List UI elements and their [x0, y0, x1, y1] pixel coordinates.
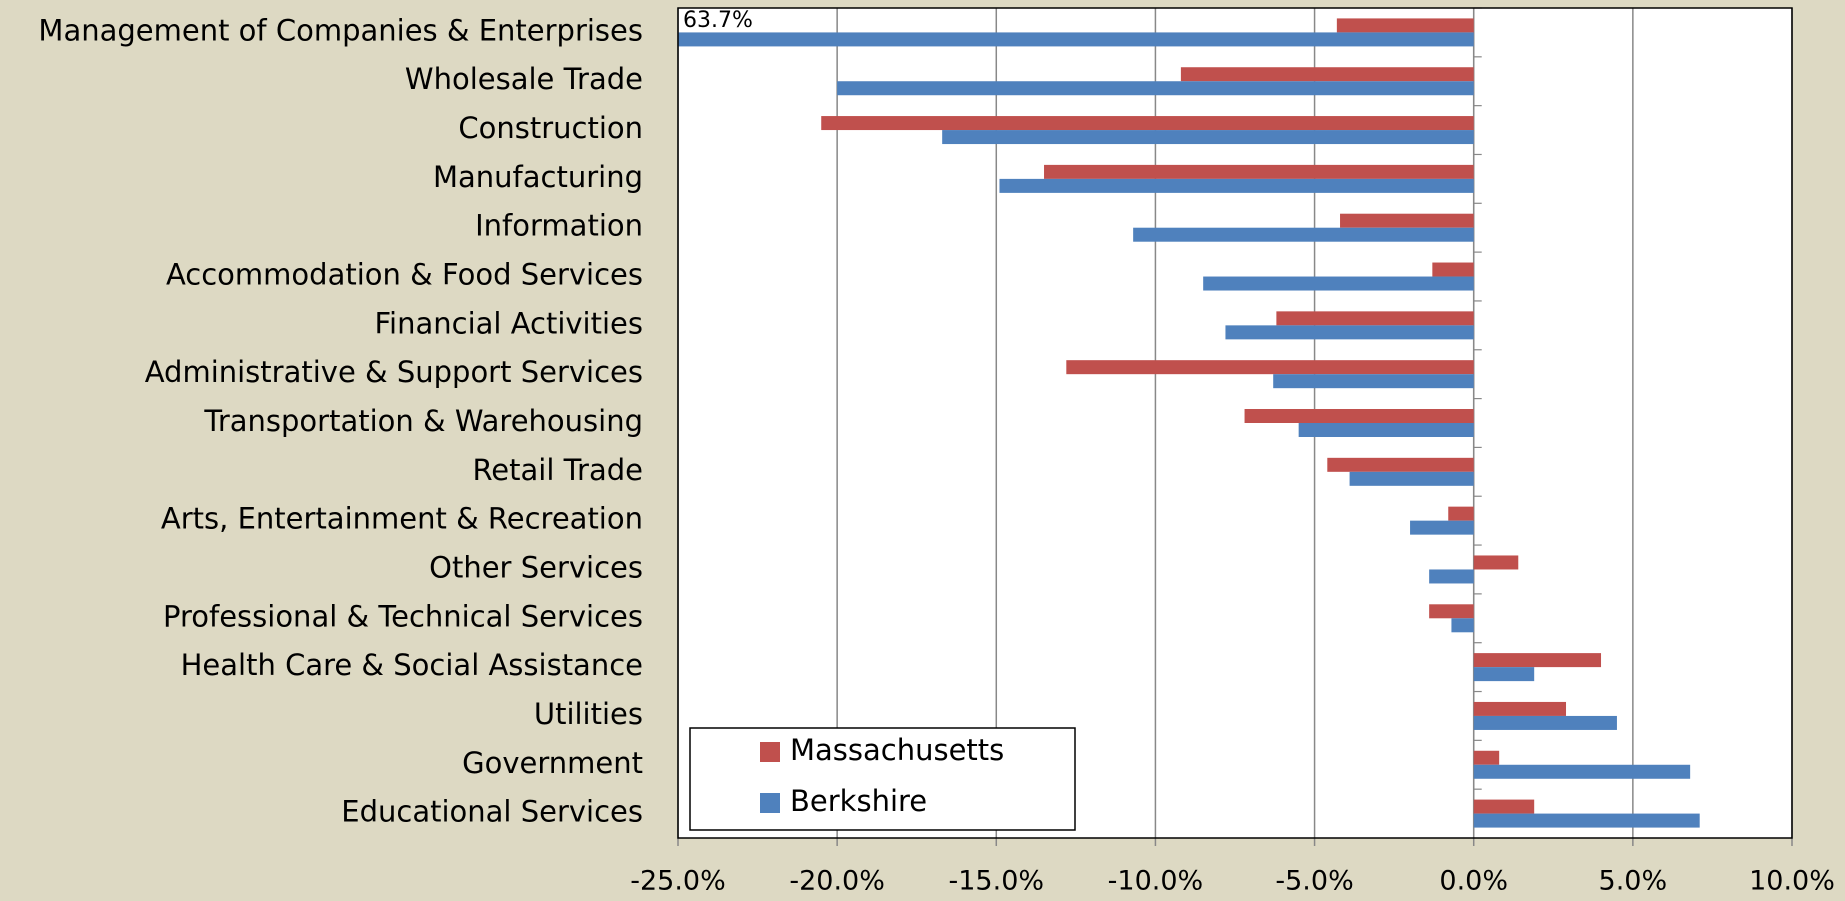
bar — [1432, 262, 1474, 277]
y-tick-label: Educational Services — [341, 795, 643, 829]
legend: Massachusetts Berkshire — [689, 727, 1076, 831]
plot-area — [678, 8, 1792, 838]
y-tick-label: Management of Companies & Enterprises — [38, 13, 643, 47]
bar — [1203, 276, 1474, 291]
bar — [999, 178, 1474, 193]
bar — [678, 32, 1474, 47]
x-tick-label: -5.0% — [1275, 866, 1353, 897]
bar — [1133, 227, 1474, 242]
bar — [837, 81, 1474, 96]
bar — [1473, 667, 1535, 682]
y-tick-label: Health Care & Social Assistance — [181, 648, 643, 682]
y-tick-label: Transportation & Warehousing — [203, 404, 643, 438]
x-tick-label: -20.0% — [789, 866, 885, 897]
legend-swatch — [760, 742, 780, 762]
bar — [1410, 520, 1474, 535]
y-tick-label: Retail Trade — [472, 453, 643, 487]
x-tick-label: -25.0% — [630, 866, 726, 897]
y-tick-label: Information — [475, 209, 643, 243]
x-tick-label: -10.0% — [1108, 866, 1204, 897]
bar — [1336, 18, 1474, 33]
bar — [1327, 457, 1474, 472]
bar — [1473, 701, 1567, 716]
legend-label: Massachusetts — [790, 733, 1004, 767]
bar — [1429, 604, 1474, 619]
bar — [1273, 374, 1474, 389]
x-tick-label: -15.0% — [949, 866, 1045, 897]
y-tick-label: Professional & Technical Services — [163, 599, 643, 633]
x-tick-label: 0.0% — [1439, 866, 1508, 897]
y-tick-label: Other Services — [429, 550, 643, 584]
bar — [1349, 471, 1474, 486]
bar — [1473, 715, 1617, 730]
bar — [1473, 750, 1500, 765]
bar — [1244, 409, 1474, 423]
y-tick-label: Accommodation & Food Services — [166, 258, 643, 292]
data-label: 63.7% — [683, 8, 753, 33]
legend-swatch — [760, 793, 780, 813]
y-tick-label: Government — [462, 746, 643, 780]
bar — [1451, 618, 1474, 633]
bar — [1180, 67, 1474, 82]
bar — [1298, 423, 1474, 437]
bar — [1448, 506, 1474, 521]
bar — [1429, 569, 1474, 584]
bars — [678, 18, 1700, 828]
y-tick-label: Administrative & Support Services — [145, 355, 643, 389]
bar — [1340, 213, 1474, 228]
x-tick-label: 10.0% — [1749, 866, 1835, 897]
y-tick-label: Arts, Entertainment & Recreation — [161, 502, 643, 536]
legend-label: Berkshire — [790, 784, 927, 818]
legend-box — [689, 727, 1076, 831]
bar — [1473, 653, 1602, 668]
bar — [821, 116, 1474, 131]
plot-border — [677, 7, 1793, 839]
y-tick-label: Manufacturing — [433, 160, 643, 194]
x-tick-label: 5.0% — [1599, 866, 1668, 897]
bar — [1276, 311, 1474, 326]
bar — [1066, 360, 1474, 375]
bar — [1473, 555, 1519, 570]
bar — [1473, 764, 1691, 779]
bar — [1044, 164, 1474, 179]
y-tick-label: Financial Activities — [374, 306, 643, 340]
y-tick-label: Utilities — [534, 697, 643, 731]
y-tick-label: Wholesale Trade — [405, 62, 643, 96]
y-tick-label: Construction — [458, 111, 643, 145]
bar — [1473, 799, 1535, 814]
labels: -25.0% -20.0% -15.0% -10.0% -5.0% 0.0% 5.0% 10.… — [38, 13, 1834, 896]
bar — [942, 130, 1474, 145]
bar — [1473, 813, 1700, 828]
bar — [1225, 325, 1474, 340]
